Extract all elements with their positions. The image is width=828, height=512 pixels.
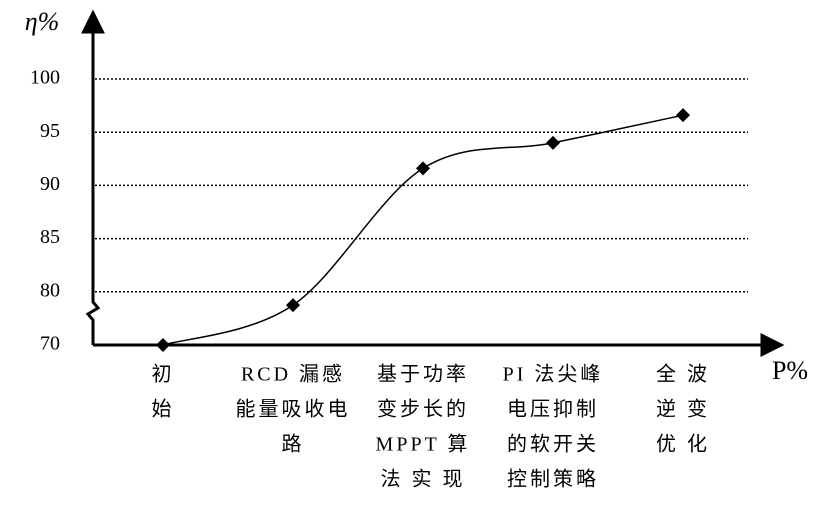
x-tick-label: MPPT 算: [376, 433, 471, 456]
marker: [546, 135, 560, 150]
marker: [416, 161, 430, 176]
x-tick-label: 基于功率: [377, 363, 469, 386]
x-tick-label: 初: [152, 363, 175, 386]
y-tick-label: 95: [40, 120, 60, 142]
line: [162, 114, 684, 346]
x-tick-label: 优 化: [656, 433, 710, 456]
x-tick-label: 能量吸收电: [236, 398, 351, 421]
x-tick-label: 变步长的: [377, 398, 469, 421]
x-tick-label: 全 波: [656, 363, 710, 386]
x-tick-label: 法 实 现: [381, 468, 466, 491]
y-axis-label: η%: [25, 7, 60, 36]
marker: [676, 108, 690, 123]
x-tick-label: 路: [282, 433, 305, 456]
x-tick-label: RCD 漏感: [241, 363, 345, 386]
x-tick-label: 的软开关: [507, 433, 599, 456]
x-tick-label: PI 法尖峰: [503, 363, 604, 386]
x-axis-label: P%: [772, 356, 808, 385]
y-tick-label: 70: [40, 333, 60, 355]
x-tick-label: 逆 变: [656, 398, 710, 421]
marker: [156, 338, 170, 352]
y-tick-label: 85: [40, 226, 60, 248]
marker: [286, 298, 300, 313]
y-tick-label: 80: [40, 279, 60, 301]
y-tick-label: 90: [40, 173, 60, 195]
x-tick-label: 控制策略: [507, 468, 599, 491]
x-tick-label: 电压抑制: [507, 398, 599, 421]
y-axis: [81, 9, 105, 345]
x-tick-label: 始: [152, 398, 175, 421]
y-tick-label: 100: [30, 67, 60, 89]
